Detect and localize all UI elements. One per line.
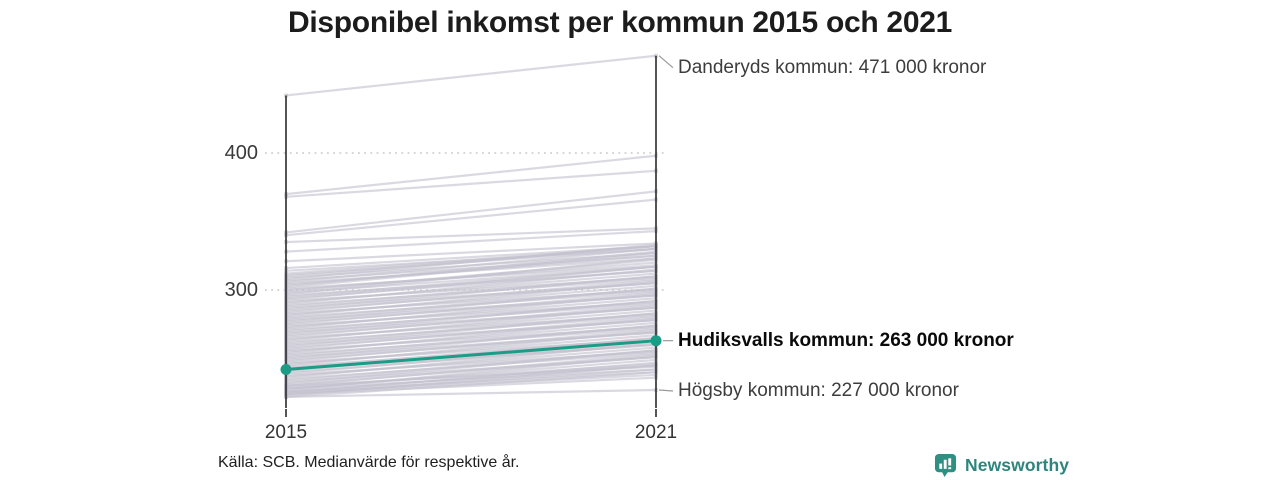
municipality-line bbox=[285, 316, 657, 351]
municipality-line bbox=[285, 353, 657, 387]
municipality-line bbox=[285, 169, 657, 198]
municipality-line bbox=[285, 247, 657, 283]
municipality-line bbox=[285, 229, 657, 253]
annotation-label-1: Hudiksvalls kommun: 263 000 kronor bbox=[678, 329, 1014, 351]
municipality-line bbox=[285, 365, 657, 387]
municipality-line bbox=[285, 373, 657, 394]
municipality-line bbox=[285, 265, 657, 301]
municipality-line bbox=[285, 198, 657, 237]
x-axis-label-2015: 2015 bbox=[264, 422, 308, 443]
source-note: Källa: SCB. Medianvärde för respektive å… bbox=[218, 454, 520, 471]
municipality-line bbox=[285, 330, 657, 367]
municipality-line bbox=[285, 388, 657, 398]
municipality-line bbox=[285, 376, 657, 396]
municipality-line bbox=[285, 275, 657, 311]
municipality-line bbox=[285, 257, 657, 296]
annotation-connector bbox=[658, 389, 674, 392]
highlight-dot-2021 bbox=[650, 335, 662, 347]
highlighted-municipality-line bbox=[285, 339, 657, 371]
municipality-line bbox=[285, 303, 657, 338]
chart-footer: Källa: SCB. Medianvärde för respektive å… bbox=[0, 450, 1280, 480]
municipality-line bbox=[285, 293, 657, 330]
municipality-line bbox=[285, 317, 657, 355]
municipality-line bbox=[285, 324, 657, 360]
municipality-line bbox=[285, 154, 657, 196]
municipality-line bbox=[285, 250, 657, 287]
page-title: Disponibel inkomst per kommun 2015 och 2… bbox=[288, 6, 952, 39]
municipality-line bbox=[285, 54, 657, 97]
municipality-line bbox=[285, 342, 657, 379]
municipality-line bbox=[285, 291, 657, 326]
y-axis-label-300: 300 bbox=[224, 279, 258, 301]
annotation-label-2: Högsby kommun: 227 000 kronor bbox=[678, 380, 959, 401]
annotation-label-0: Danderyds kommun: 471 000 kronor bbox=[678, 56, 987, 78]
newsworthy-bar-chart-icon bbox=[934, 453, 957, 477]
municipality-line bbox=[285, 371, 657, 393]
municipality-line bbox=[285, 349, 657, 385]
x-axis-label-2021: 2021 bbox=[634, 422, 678, 443]
municipality-line bbox=[285, 242, 657, 263]
municipality-line bbox=[285, 268, 657, 305]
newsworthy-logo: Newsworthy bbox=[934, 450, 1069, 480]
municipality-line bbox=[285, 251, 657, 289]
municipality-line bbox=[285, 328, 657, 363]
municipality-line bbox=[285, 299, 657, 335]
brand-name: Newsworthy bbox=[965, 454, 1070, 475]
municipality-line bbox=[285, 279, 657, 314]
municipality-line bbox=[285, 312, 657, 348]
municipality-line bbox=[285, 243, 657, 281]
annotation-connector bbox=[658, 55, 674, 69]
municipality-line bbox=[285, 354, 657, 392]
municipality-line bbox=[285, 340, 657, 375]
municipality-line bbox=[285, 368, 657, 390]
y-axis-label-400: 400 bbox=[224, 142, 258, 164]
municipality-line bbox=[285, 227, 657, 244]
municipality-line bbox=[285, 280, 657, 318]
municipality-line bbox=[285, 287, 657, 323]
municipality-line bbox=[285, 305, 657, 342]
municipality-line bbox=[285, 190, 657, 234]
highlight-dot-2015 bbox=[280, 363, 292, 375]
